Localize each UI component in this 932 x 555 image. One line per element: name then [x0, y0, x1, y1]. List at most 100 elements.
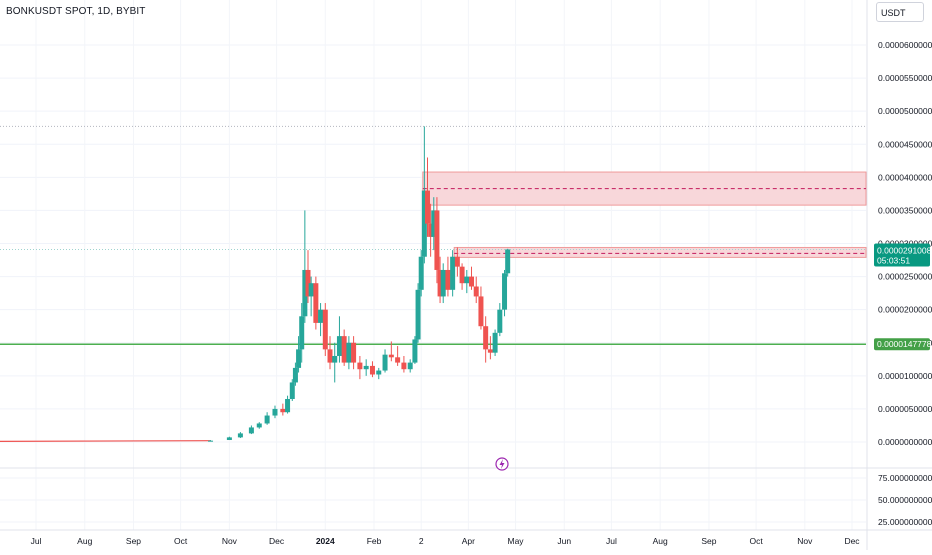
price-tick-label: 0.0000400000 — [878, 172, 932, 182]
lower-tick-label: 25.0000000000 — [878, 517, 932, 527]
time-tick-label: Apr — [462, 536, 475, 546]
lower-tick-label: 75.0000000000 — [878, 473, 932, 483]
price-tick-label: 0.0000450000 — [878, 139, 932, 149]
candle-body — [424, 190, 430, 224]
time-tick-label: Sep — [701, 536, 716, 546]
candle-body — [369, 365, 375, 375]
candle-body — [505, 249, 511, 274]
candle-body — [248, 427, 254, 434]
currency-selector[interactable]: USDT — [876, 2, 924, 22]
lightning-icon — [495, 457, 509, 471]
candle-body — [308, 283, 314, 297]
candle-body — [264, 415, 270, 424]
candle-body — [226, 437, 232, 441]
candle-body — [327, 349, 333, 363]
price-tick-label: 0.0000050000 — [878, 404, 932, 414]
resistance-zone — [453, 246, 867, 258]
candle-body — [434, 210, 440, 270]
candle-body — [464, 276, 470, 284]
candle-body — [346, 342, 352, 363]
resistance-zones — [422, 171, 867, 258]
candle-body — [473, 286, 479, 297]
time-axis[interactable]: Jul Aug Sep Oct Nov Dec 2024 Feb 2 Apr May Jun Jul Au… — [31, 536, 861, 546]
current-price-label: 0.0000291008 — [877, 245, 932, 255]
time-tick-label: 2 — [419, 536, 424, 546]
time-tick-label: Aug — [653, 536, 668, 546]
time-tick-label: May — [508, 536, 525, 546]
flat-price-series — [0, 440, 211, 442]
candle-body — [256, 423, 262, 428]
time-tick-label: Jul — [31, 536, 42, 546]
candle-body — [428, 223, 434, 237]
candle-body — [418, 256, 424, 290]
candle-body — [502, 273, 508, 310]
candle-body — [341, 336, 347, 363]
candle-body — [237, 433, 243, 438]
time-tick-label: Jul — [606, 536, 617, 546]
time-tick-label: Oct — [749, 536, 763, 546]
time-tick-label: Aug — [77, 536, 92, 546]
candle-body — [483, 326, 489, 350]
candle-body — [285, 398, 291, 413]
candle-body — [437, 269, 443, 297]
candle-body — [445, 269, 451, 290]
candle-body — [272, 408, 278, 416]
candle-body — [407, 362, 413, 370]
candle-body — [208, 440, 214, 442]
time-tick-label: Dec — [844, 536, 860, 546]
price-tick-label: 0.0000600000 — [878, 40, 932, 50]
time-tick-label: Dec — [269, 536, 285, 546]
support-badge — [874, 338, 930, 351]
time-tick-label: Oct — [174, 536, 188, 546]
price-tick-label: 0.0000500000 — [878, 106, 932, 116]
price-tick-label: 0.0000100000 — [878, 371, 932, 381]
candle-body — [450, 256, 456, 290]
candle-body — [292, 367, 298, 383]
candle-body — [401, 362, 407, 370]
candle-body — [469, 276, 475, 287]
candle-body — [412, 339, 418, 363]
candle-body — [454, 256, 460, 267]
candle-body — [376, 370, 382, 375]
candle-body — [421, 190, 427, 257]
time-tick-label: Jun — [557, 536, 571, 546]
candle-body — [305, 269, 311, 297]
candle-body — [487, 349, 493, 353]
candle-body — [296, 349, 302, 368]
candle-body — [431, 210, 437, 237]
candle-body — [336, 336, 342, 356]
lightning-icon-bolt — [499, 459, 505, 469]
candle-body — [459, 266, 465, 284]
time-tick-label: 2024 — [316, 536, 335, 546]
candle-body — [289, 382, 295, 399]
price-tick-label: 0.0000350000 — [878, 205, 932, 215]
candle-body — [363, 365, 369, 370]
candle-body — [492, 332, 498, 353]
time-tick-label: Sep — [126, 536, 141, 546]
candle-body — [388, 354, 394, 358]
candle-body — [478, 296, 484, 327]
lower-tick-label: 50.0000000000 — [878, 495, 932, 505]
current-price-badge — [874, 243, 930, 267]
candle-body — [497, 309, 503, 333]
candle-body — [299, 316, 305, 350]
countdown-label: 05:03:51 — [877, 255, 910, 265]
candle-body — [302, 269, 308, 317]
candle-body — [313, 283, 319, 323]
support-price-label: 0.0000147778 — [877, 339, 932, 349]
time-tick-label: Nov — [797, 536, 813, 546]
lower-pane: 75.0000000000 50.0000000000 25.0000000000 — [495, 457, 932, 527]
price-tick-label: 0.0000550000 — [878, 73, 932, 83]
candle-body — [322, 309, 328, 350]
price-tick-label: 0.0000250000 — [878, 272, 932, 282]
symbol-title: BONKUSDT SPOT, 1D, BYBIT — [6, 6, 146, 17]
candle-body — [351, 342, 357, 363]
candles[interactable] — [0, 126, 511, 442]
candle-body — [318, 309, 324, 323]
candle-body — [357, 362, 363, 370]
candle-body — [415, 289, 421, 340]
